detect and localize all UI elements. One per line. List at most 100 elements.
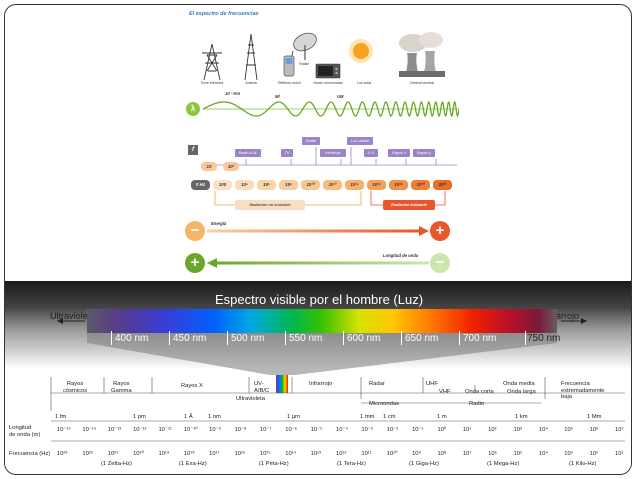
wavelength-label: Longitud de onda: [383, 253, 419, 258]
infographic-title: El espectro de frecuencias: [189, 11, 259, 17]
range-tv: TV: [281, 149, 293, 157]
wavelength-value: 10⁴: [538, 427, 548, 433]
orange-small-10-3: 10³: [223, 162, 239, 171]
nm-tick: [227, 331, 228, 345]
scale-lines: [50, 375, 625, 442]
wavelength-arrow: [207, 258, 429, 268]
prefix-giga: (1 Giga-Hz): [409, 461, 439, 467]
wavelength-value: 10⁻⁸: [234, 427, 247, 433]
source-label-sunlight: Luz solar: [356, 81, 372, 85]
wavelength-value: 10⁷: [615, 427, 624, 433]
wavelength-value: 10⁻¹⁰: [183, 427, 198, 433]
power-tower-icon: [202, 43, 222, 81]
length-unit-angstrom: 1 Å: [184, 414, 193, 420]
energy-plus-circle: +: [430, 221, 450, 241]
non-ionizing-radiation: Radiación no ionizante: [235, 200, 305, 210]
wavelength-value: 10⁻¹²: [133, 427, 147, 433]
prefix-kilo: (1 Kilo-Hz): [569, 461, 597, 467]
band-x-rays: Rayos X: [181, 383, 203, 389]
hz-10-12: 10¹²: [323, 180, 342, 190]
nm-tick: [285, 331, 286, 345]
hz-0: 0 Hz: [191, 180, 210, 190]
visible-light-gradient: [87, 309, 557, 333]
wave-label-um: UM: [337, 94, 344, 99]
hz-10-16: 10¹⁶: [367, 180, 386, 190]
hz-10-8: 10⁸: [279, 180, 298, 190]
frequency-value: 10¹¹: [361, 451, 372, 457]
nuclear-plant-icon: [399, 32, 445, 77]
lambda-badge: λ: [186, 102, 200, 116]
frequency-value: 10⁷: [462, 451, 472, 457]
range-visible-light: Luz visible: [347, 137, 373, 145]
frequency-value: 10¹⁷: [209, 451, 220, 457]
source-label-mobile: Teléfono móvil: [277, 81, 301, 85]
wavelength-value: 10⁻¹³: [107, 427, 122, 433]
frequency-value: 10¹⁰: [386, 451, 398, 457]
band-radar: Radar: [369, 381, 385, 387]
band-ultraviolet: Ultravioleta: [236, 396, 265, 402]
spectrum-title: Espectro visible por el hombre (Luz): [214, 292, 424, 307]
length-unit-nm: 1 nm: [208, 414, 221, 420]
length-unit-mm-mega: 1 Mm: [587, 414, 602, 420]
frequency-value: 10²³: [57, 451, 68, 457]
nm-label-600: 600 nm: [347, 333, 381, 344]
nm-label-700: 700 nm: [463, 333, 497, 344]
range-radio-am: Radio A.M.: [235, 149, 261, 157]
frequency-value: 10²: [589, 451, 599, 457]
prefix-exa: (1 Exa-Hz): [179, 461, 207, 467]
wavelength-value: 10⁻⁷: [259, 427, 272, 433]
wave-label-km: 10 ³ Km: [225, 91, 241, 96]
ultraviolet-label: Ultravioleta: [50, 311, 96, 321]
wavelength-value: 10⁻⁴: [336, 427, 348, 433]
wavelength-value: 10⁻²: [386, 427, 399, 433]
range-uv: U.V.: [364, 149, 378, 157]
frequency-value: 10¹²: [336, 451, 347, 457]
hz-100: 100: [213, 180, 232, 190]
source-label-power-tower: Torre eléctrica: [200, 81, 224, 85]
nm-label-650: 650 nm: [405, 333, 439, 344]
hz-10-4: 10⁴: [235, 180, 254, 190]
frequency-value: 10⁹: [412, 451, 422, 457]
infrared-label: Infrarrojo: [543, 311, 580, 321]
wavelength-value: 10³: [513, 427, 522, 433]
nm-tick: [459, 331, 460, 345]
energy-minus-circle: −: [185, 221, 205, 241]
length-unit-fm: 1 fm: [55, 414, 67, 420]
nm-tick: [401, 331, 402, 345]
wavelength-value: 10⁰: [437, 427, 447, 433]
nm-label-550: 550 nm: [289, 333, 323, 344]
prefix-peta: (1 Peta-Hz): [259, 461, 289, 467]
wavelength-value: 10²: [488, 427, 497, 433]
range-connector-lines: [201, 147, 457, 166]
range-gamma-rays: Rayos γ: [413, 149, 435, 157]
range-infrared: Infrarrojo: [320, 149, 346, 157]
frequency-value: 10²⁰: [133, 451, 144, 457]
spectrum-funnel: [57, 318, 587, 375]
frequency-value: 10⁸: [437, 451, 447, 457]
source-label-nuclear: Central nuclear: [409, 81, 435, 85]
wavelength-value: 10⁻⁶: [285, 427, 298, 433]
ionizing-radiation: Radiación ionizante: [383, 200, 435, 210]
band-radio: Radio: [469, 401, 485, 407]
wavelength-plus-circle: +: [185, 253, 205, 273]
frequency-spectrum-infographic: El espectro de frecuencias Radar: [177, 7, 463, 275]
length-unit-um: 1 µm: [287, 414, 301, 420]
visible-spectrum-chart: Espectro visible por el hombre (Luz) Ult…: [5, 281, 631, 474]
wavelength-value: 10⁻¹: [412, 427, 424, 433]
frequency-value: 10¹⁹: [158, 451, 170, 457]
mobile-phone-icon: [283, 51, 295, 77]
orange-small-10: 10: [201, 162, 217, 171]
wavelength-value: 10⁻⁹: [209, 427, 222, 433]
band-medium-wave: Onda media: [503, 381, 535, 387]
length-unit-km: 1 km: [515, 414, 528, 420]
nm-label-400: 400 nm: [115, 333, 149, 344]
frequency-value: 10²¹: [107, 451, 119, 457]
nm-label-500: 500 nm: [231, 333, 265, 344]
prefix-tera: (1 Tera-Hz): [337, 461, 366, 467]
wavelength-value: 10⁻³: [361, 427, 373, 433]
range-x-rays: Rayos x: [388, 149, 410, 157]
hz-10-14: 10¹⁴: [345, 180, 364, 190]
energy-label: Energía: [211, 221, 227, 226]
hz-10-18: 10¹⁸: [389, 180, 408, 190]
band-infrared: Infrarrojo: [309, 381, 333, 387]
